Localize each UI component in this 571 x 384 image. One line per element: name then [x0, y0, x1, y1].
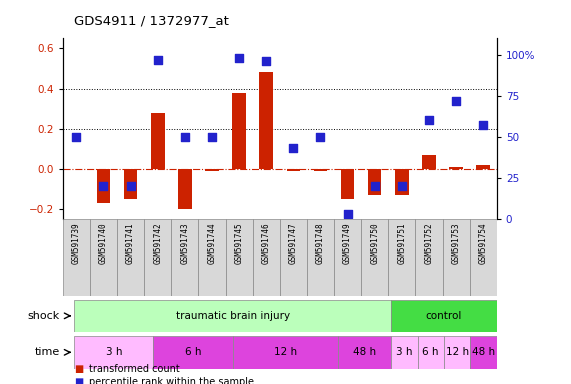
Text: transformed count: transformed count [89, 364, 179, 374]
Bar [151, 113, 164, 169]
Bar [233, 336, 338, 369]
Text: GSM591749: GSM591749 [343, 222, 352, 263]
Text: 3 h: 3 h [106, 347, 122, 358]
Bar [313, 169, 327, 171]
Bar [226, 219, 252, 296]
Text: ■: ■ [74, 377, 83, 384]
Bar [96, 169, 110, 203]
Text: GSM591747: GSM591747 [289, 222, 298, 263]
Point [343, 211, 352, 217]
Bar [388, 219, 415, 296]
Text: GSM591751: GSM591751 [397, 222, 407, 263]
Bar [341, 169, 355, 199]
Text: GSM591745: GSM591745 [235, 222, 244, 263]
Text: GSM591746: GSM591746 [262, 222, 271, 263]
Bar [171, 219, 199, 296]
Text: GSM591748: GSM591748 [316, 222, 325, 263]
Text: 6 h: 6 h [423, 347, 439, 358]
Text: GSM591750: GSM591750 [370, 222, 379, 263]
Bar [443, 219, 469, 296]
Bar [117, 219, 144, 296]
Point [207, 134, 216, 140]
Bar [280, 219, 307, 296]
Text: traumatic brain injury: traumatic brain injury [176, 311, 289, 321]
Bar [307, 219, 334, 296]
Text: 48 h: 48 h [353, 347, 376, 358]
Text: GSM591753: GSM591753 [452, 222, 461, 263]
Text: shock: shock [28, 311, 60, 321]
Bar [205, 169, 219, 171]
Bar [74, 336, 154, 369]
Bar [90, 219, 117, 296]
Bar [470, 219, 497, 296]
Text: percentile rank within the sample: percentile rank within the sample [89, 377, 254, 384]
Point [316, 134, 325, 140]
Point [180, 134, 190, 140]
Point [452, 98, 461, 104]
Point [370, 183, 379, 189]
Text: 6 h: 6 h [185, 347, 202, 358]
Text: 3 h: 3 h [396, 347, 413, 358]
Text: GDS4911 / 1372977_at: GDS4911 / 1372977_at [74, 14, 229, 27]
Bar [63, 219, 90, 296]
Bar [287, 169, 300, 171]
Point [424, 118, 433, 124]
Bar [124, 169, 138, 199]
Point [397, 183, 407, 189]
Bar [199, 219, 226, 296]
Point [126, 183, 135, 189]
Text: GSM591752: GSM591752 [424, 222, 433, 263]
Text: time: time [35, 347, 60, 358]
Bar [444, 336, 471, 369]
Text: 12 h: 12 h [445, 347, 469, 358]
Text: control: control [426, 311, 462, 321]
Text: GSM591743: GSM591743 [180, 222, 190, 263]
Text: 48 h: 48 h [472, 347, 495, 358]
Bar [391, 336, 417, 369]
Bar [232, 93, 246, 169]
Text: GSM591739: GSM591739 [72, 222, 81, 263]
Bar [416, 219, 443, 296]
Bar [368, 169, 381, 195]
Bar [476, 165, 490, 169]
Bar [422, 155, 436, 169]
Text: ■: ■ [74, 364, 83, 374]
Text: 12 h: 12 h [274, 347, 297, 358]
Text: GSM591740: GSM591740 [99, 222, 108, 263]
Bar [178, 169, 192, 209]
Point [262, 58, 271, 65]
Point [289, 145, 298, 151]
Text: GSM591744: GSM591744 [207, 222, 216, 263]
Bar [259, 73, 273, 169]
Bar [74, 300, 391, 332]
Point [153, 57, 162, 63]
Bar [417, 336, 444, 369]
Bar [449, 167, 463, 169]
Point [235, 55, 244, 61]
Point [478, 122, 488, 128]
Bar [471, 336, 497, 369]
Point [72, 134, 81, 140]
Bar [391, 300, 497, 332]
Bar [154, 336, 233, 369]
Bar [395, 169, 409, 195]
Bar [338, 336, 391, 369]
Text: GSM591741: GSM591741 [126, 222, 135, 263]
Text: GSM591742: GSM591742 [153, 222, 162, 263]
Bar [334, 219, 361, 296]
Text: GSM591754: GSM591754 [478, 222, 488, 263]
Point [99, 183, 108, 189]
Bar [361, 219, 388, 296]
Bar [144, 219, 171, 296]
Bar [252, 219, 280, 296]
